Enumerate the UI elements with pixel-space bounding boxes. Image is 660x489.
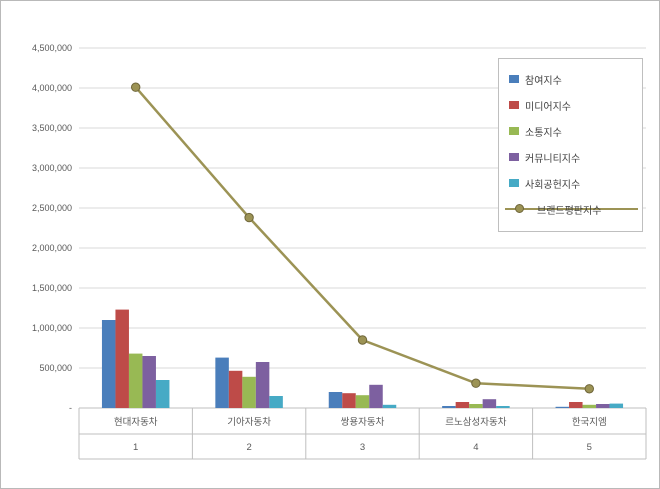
y-tick-label: 1,000,000: [32, 323, 72, 333]
bar-series-4: [609, 403, 624, 408]
legend-item: 미디어지수: [509, 92, 636, 118]
bar-series-4: [269, 396, 283, 408]
legend-label: 참여지수: [525, 75, 562, 87]
legend-item: 커뮤니티지수: [509, 144, 636, 170]
legend-item: 소통지수: [509, 118, 636, 144]
y-tick-label: -: [69, 403, 72, 413]
bar-series-0: [215, 357, 229, 408]
category-rank-label: 2: [246, 442, 251, 453]
legend-label: 사회공헌지수: [525, 179, 581, 191]
category-label: 현대자동차: [114, 416, 158, 428]
category-rank-label: 5: [587, 442, 592, 453]
legend-swatch-icon: [509, 101, 519, 109]
bar-series-2: [469, 404, 483, 408]
y-tick-label: 500,000: [39, 363, 72, 373]
bar-series-1: [342, 393, 356, 408]
bar-series-2: [242, 376, 256, 408]
y-tick-label: 2,500,000: [32, 203, 72, 213]
legend-item: 참여지수: [509, 66, 636, 92]
bar-series-3: [142, 356, 156, 408]
legend-marker-icon: [515, 204, 524, 213]
category-rank-label: 1: [133, 442, 138, 453]
category-label: 한국지엠: [572, 416, 607, 428]
line-marker-icon: [131, 82, 141, 92]
y-tick-label: 1,500,000: [32, 283, 72, 293]
category-rank-label: 3: [360, 442, 365, 453]
y-tick-label: 4,000,000: [32, 83, 72, 93]
bar-series-0: [442, 406, 456, 408]
legend-label: 소통지수: [525, 127, 562, 139]
y-tick-label: 3,500,000: [32, 123, 72, 133]
legend-swatch-icon: [509, 75, 519, 83]
legend-label: 브랜드평판지수: [537, 205, 602, 217]
bar-series-3: [596, 404, 610, 408]
category-rank-label: 4: [473, 442, 478, 453]
line-marker-icon: [244, 212, 254, 223]
bar-series-1: [455, 402, 470, 408]
bar-series-2: [582, 404, 597, 408]
bar-series-1: [569, 402, 583, 408]
category-label: 쌍용자동차: [341, 416, 385, 428]
legend-item-line: 브랜드평판지수: [505, 196, 638, 222]
legend-swatch-icon: [509, 179, 519, 187]
legend-item: 사회공헌지수: [509, 170, 636, 196]
legend-label: 커뮤니티지수: [525, 153, 581, 165]
bar-series-4: [382, 404, 397, 408]
legend-swatch-icon: [509, 153, 519, 161]
y-tick-label: 4,500,000: [32, 43, 72, 53]
bar-series-1: [228, 370, 243, 408]
bar-series-3: [482, 399, 497, 408]
bar-series-1: [115, 309, 129, 408]
legend-label: 미디어지수: [525, 101, 571, 113]
bar-series-0: [555, 406, 570, 408]
legend-line-key-icon: [505, 208, 638, 210]
category-label: 르노삼성자동차: [445, 416, 506, 428]
bar-series-0: [328, 392, 343, 408]
bar-series-0: [101, 320, 116, 408]
bar-series-2: [128, 353, 143, 408]
line-marker-icon: [584, 384, 594, 394]
y-tick-label: 2,000,000: [32, 243, 72, 253]
line-marker-icon: [357, 335, 368, 345]
bar-series-3: [369, 384, 383, 408]
bar-series-2: [355, 395, 370, 408]
category-label: 기아자동차: [227, 416, 271, 428]
y-tick-label: 3,000,000: [32, 163, 72, 173]
bar-series-4: [155, 380, 170, 408]
line-marker-icon: [471, 378, 481, 388]
legend-swatch-icon: [509, 127, 519, 135]
bar-series-4: [496, 406, 510, 408]
bar-series-3: [255, 362, 270, 408]
